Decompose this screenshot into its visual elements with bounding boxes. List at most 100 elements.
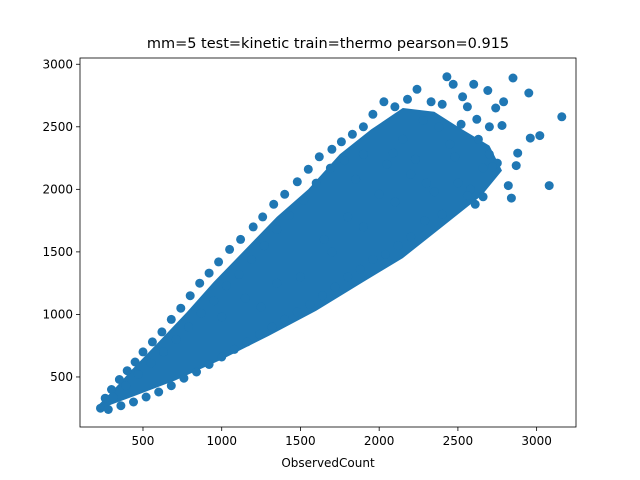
data-point bbox=[390, 102, 400, 112]
data-point bbox=[269, 199, 279, 209]
data-point bbox=[340, 156, 349, 166]
data-point bbox=[358, 149, 368, 159]
data-point bbox=[318, 291, 327, 301]
data-point bbox=[544, 181, 554, 191]
data-point bbox=[100, 393, 110, 403]
data-point bbox=[96, 403, 105, 413]
data-point bbox=[103, 405, 113, 414]
data-point bbox=[141, 392, 151, 402]
data-point bbox=[133, 370, 143, 379]
data-point bbox=[157, 327, 167, 337]
data-point bbox=[247, 254, 257, 264]
data-point bbox=[130, 357, 140, 367]
data-point bbox=[154, 387, 164, 397]
data-point bbox=[129, 397, 138, 407]
data-point bbox=[192, 367, 201, 377]
data-point bbox=[272, 224, 282, 234]
data-point bbox=[280, 314, 290, 324]
data-point bbox=[195, 278, 205, 288]
data-point bbox=[343, 272, 353, 282]
data-point bbox=[499, 97, 509, 107]
data-points bbox=[96, 72, 567, 414]
data-point bbox=[379, 97, 389, 107]
data-point bbox=[184, 322, 194, 332]
density-layer bbox=[98, 108, 502, 411]
data-point bbox=[166, 381, 176, 391]
data-point bbox=[473, 134, 483, 144]
data-point bbox=[240, 293, 250, 303]
x-tick-label: 2000 bbox=[364, 434, 395, 448]
data-point bbox=[358, 222, 368, 232]
data-point bbox=[453, 178, 463, 188]
data-point bbox=[327, 144, 337, 154]
data-point bbox=[299, 196, 309, 206]
data-point bbox=[121, 381, 131, 391]
y-tick-label: 500 bbox=[50, 370, 73, 384]
data-point bbox=[488, 162, 497, 172]
data-point bbox=[506, 193, 516, 203]
data-point bbox=[204, 268, 214, 278]
data-point bbox=[292, 177, 302, 187]
data-point bbox=[381, 249, 390, 259]
data-point bbox=[347, 129, 357, 139]
data-point bbox=[107, 385, 116, 394]
data-point bbox=[355, 264, 365, 274]
data-point bbox=[292, 307, 302, 317]
data-point bbox=[225, 244, 235, 254]
data-point bbox=[303, 164, 313, 174]
data-point bbox=[403, 94, 412, 104]
data-point bbox=[368, 109, 378, 119]
data-point bbox=[450, 152, 460, 162]
data-point bbox=[280, 189, 290, 199]
data-point bbox=[176, 303, 186, 313]
data-point bbox=[138, 347, 148, 357]
data-point bbox=[234, 269, 244, 279]
data-point bbox=[484, 122, 494, 132]
data-point bbox=[255, 329, 264, 339]
data-point bbox=[325, 163, 335, 173]
data-point bbox=[159, 347, 168, 357]
data-point bbox=[319, 234, 329, 244]
data-point bbox=[330, 282, 340, 292]
data-point bbox=[557, 112, 567, 122]
plot-frame bbox=[79, 57, 577, 428]
data-point bbox=[185, 291, 195, 301]
data-point bbox=[358, 122, 368, 132]
data-point bbox=[259, 241, 269, 251]
data-point bbox=[508, 73, 518, 83]
data-point bbox=[511, 161, 521, 171]
data-point bbox=[418, 116, 428, 125]
data-point bbox=[437, 209, 447, 219]
data-point bbox=[393, 241, 403, 251]
dense-point-cloud bbox=[98, 108, 502, 411]
data-point bbox=[426, 97, 436, 107]
data-point bbox=[248, 222, 258, 232]
data-point bbox=[229, 344, 239, 354]
data-point bbox=[390, 197, 400, 207]
data-point bbox=[327, 247, 337, 257]
chart-title: mm=5 test=kinetic train=thermo pearson=0… bbox=[147, 36, 509, 52]
data-point bbox=[458, 92, 468, 102]
x-tick-label: 1500 bbox=[285, 434, 316, 448]
data-point bbox=[374, 189, 384, 199]
data-point bbox=[472, 114, 482, 124]
data-point bbox=[483, 86, 493, 95]
data-point bbox=[166, 314, 176, 324]
data-point bbox=[217, 312, 227, 322]
data-point bbox=[336, 137, 346, 147]
data-point bbox=[305, 299, 315, 309]
data-point bbox=[491, 103, 501, 113]
data-point bbox=[421, 178, 431, 188]
data-point bbox=[108, 392, 118, 402]
x-axis-label: ObservedCount bbox=[281, 456, 375, 470]
y-axis: 500 1000 1500 2000 2500 3000 bbox=[42, 57, 80, 384]
data-point bbox=[484, 149, 494, 159]
data-point bbox=[434, 122, 444, 132]
data-point bbox=[412, 84, 422, 94]
data-point bbox=[442, 72, 452, 82]
y-tick-label: 1000 bbox=[42, 307, 73, 321]
y-tick-label: 3000 bbox=[42, 57, 73, 71]
data-point bbox=[535, 131, 545, 141]
data-point bbox=[314, 152, 324, 162]
data-point bbox=[147, 337, 157, 347]
